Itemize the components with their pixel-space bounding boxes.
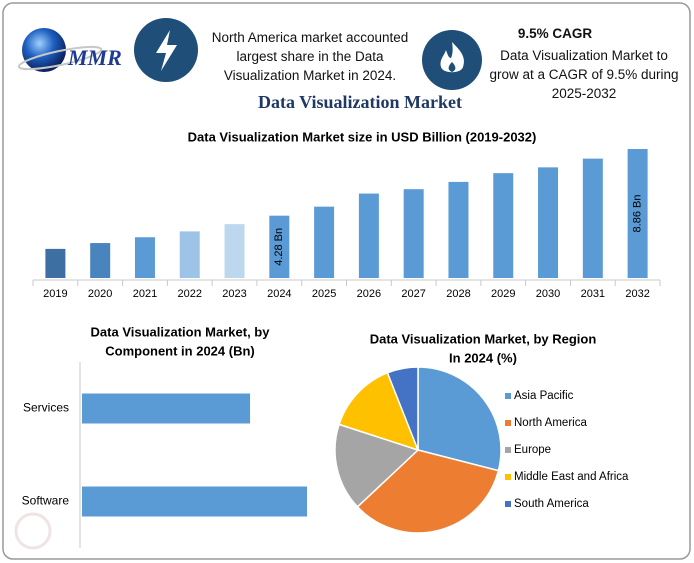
flame-glyph — [440, 42, 464, 73]
bar — [358, 193, 379, 278]
pie-slice — [386, 366, 419, 451]
x-tick-label: 2025 — [312, 288, 336, 300]
logo-globe — [22, 28, 66, 72]
x-tick-label: 2028 — [446, 288, 470, 300]
chart-title: Data Visualization Market, by Region — [370, 331, 597, 346]
bar — [269, 215, 290, 278]
x-tick-label: 2026 — [357, 288, 381, 300]
bar — [538, 167, 559, 278]
pie-slice — [356, 449, 500, 534]
bar — [134, 237, 155, 278]
legend-label: Europe — [514, 444, 551, 456]
bar — [493, 173, 514, 278]
page-title: Data Visualization Market — [258, 92, 462, 112]
legend-swatch — [505, 420, 511, 426]
bar — [314, 206, 335, 278]
logo-ring — [17, 45, 103, 71]
x-tick-label: 2021 — [133, 288, 157, 300]
chart-title: Data Visualization Market, by — [91, 324, 271, 339]
pie-slice — [338, 371, 420, 452]
x-tick-label: 2030 — [536, 288, 560, 300]
pie-slice — [334, 423, 420, 508]
lightning-glyph — [156, 30, 177, 71]
x-tick-label: 2024 — [267, 288, 291, 300]
legend-swatch — [505, 447, 511, 453]
logo-text: MMR — [67, 45, 122, 70]
highlight-text: North America market accounted largest s… — [211, 30, 409, 83]
chart-title: Component in 2024 (Bn) — [105, 343, 255, 358]
watermark — [14, 512, 52, 550]
cagr-text: Data Visualization Market to grow at a C… — [489, 48, 679, 101]
y-tick-label: Services — [23, 401, 69, 415]
x-tick-label: 2031 — [581, 288, 605, 300]
legend-label: Asia Pacific — [514, 390, 574, 402]
bar — [82, 393, 251, 424]
bar — [179, 231, 200, 278]
x-tick-label: 2022 — [178, 288, 202, 300]
x-tick-label: 2027 — [401, 288, 425, 300]
bar — [403, 189, 424, 278]
x-tick-label: 2029 — [491, 288, 515, 300]
legend-label: South America — [514, 498, 589, 510]
bar — [224, 224, 245, 278]
x-tick-label: 2020 — [88, 288, 112, 300]
legend-label: North America — [514, 417, 587, 429]
legend-swatch — [505, 501, 511, 507]
legend-swatch — [505, 393, 511, 399]
x-tick-label: 2019 — [43, 288, 67, 300]
pie-slice — [417, 366, 502, 472]
bar — [45, 248, 66, 278]
x-tick-label: 2032 — [625, 288, 649, 300]
legend-swatch — [505, 474, 511, 480]
bar — [90, 243, 111, 278]
bar — [582, 158, 603, 278]
flame-core — [448, 62, 456, 72]
cagr-title: 9.5% CAGR — [517, 26, 593, 41]
bar — [82, 486, 307, 517]
value-label: 8.86 Bn — [632, 195, 644, 233]
y-tick-label: Software — [22, 494, 70, 508]
value-label: 4.28 Bn — [273, 228, 285, 266]
legend-label: Middle East and Africa — [514, 471, 629, 483]
x-tick-label: 2023 — [222, 288, 246, 300]
bar — [448, 181, 469, 278]
bar — [627, 149, 648, 278]
chart-title: Data Visualization Market size in USD Bi… — [188, 129, 537, 144]
chart-title: In 2024 (%) — [449, 350, 517, 365]
